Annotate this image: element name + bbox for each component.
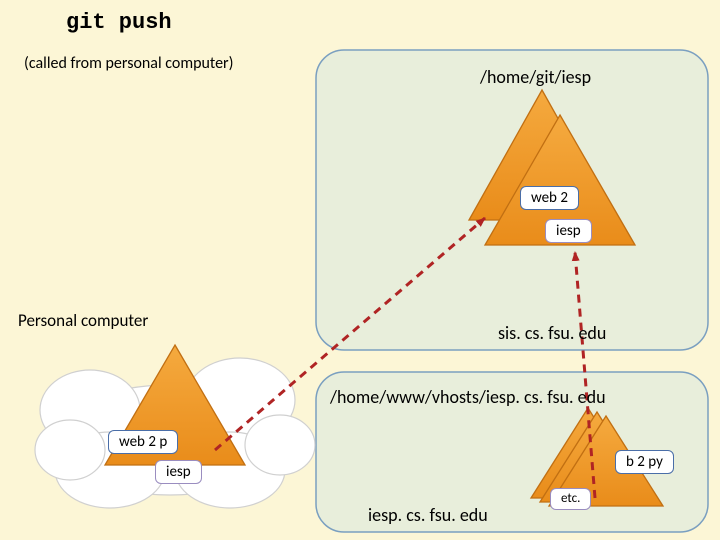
remote-top-tri-label-2: iesp (545, 219, 592, 243)
remote-top-host: sis. cs. fsu. edu (498, 322, 606, 344)
remote-bottom-host: iesp. cs. fsu. edu (368, 504, 488, 526)
remote-top-path: /home/git/iesp (480, 66, 591, 88)
remote-bottom-etc-label: etc. (550, 488, 591, 510)
remote-top-tri-label-1: web 2 (520, 186, 579, 210)
local-tri-label-2: iesp (155, 460, 202, 484)
remote-bottom-path: /home/www/vhosts/iesp. cs. fsu. edu (330, 386, 606, 408)
page-title: git push (66, 10, 172, 35)
local-tri-label-1: web 2 p (108, 430, 178, 454)
remote-bottom-stack-label: b 2 py (615, 450, 674, 474)
subtitle: (called from personal computer) (24, 54, 233, 73)
personal-computer-label: Personal computer (18, 310, 148, 331)
